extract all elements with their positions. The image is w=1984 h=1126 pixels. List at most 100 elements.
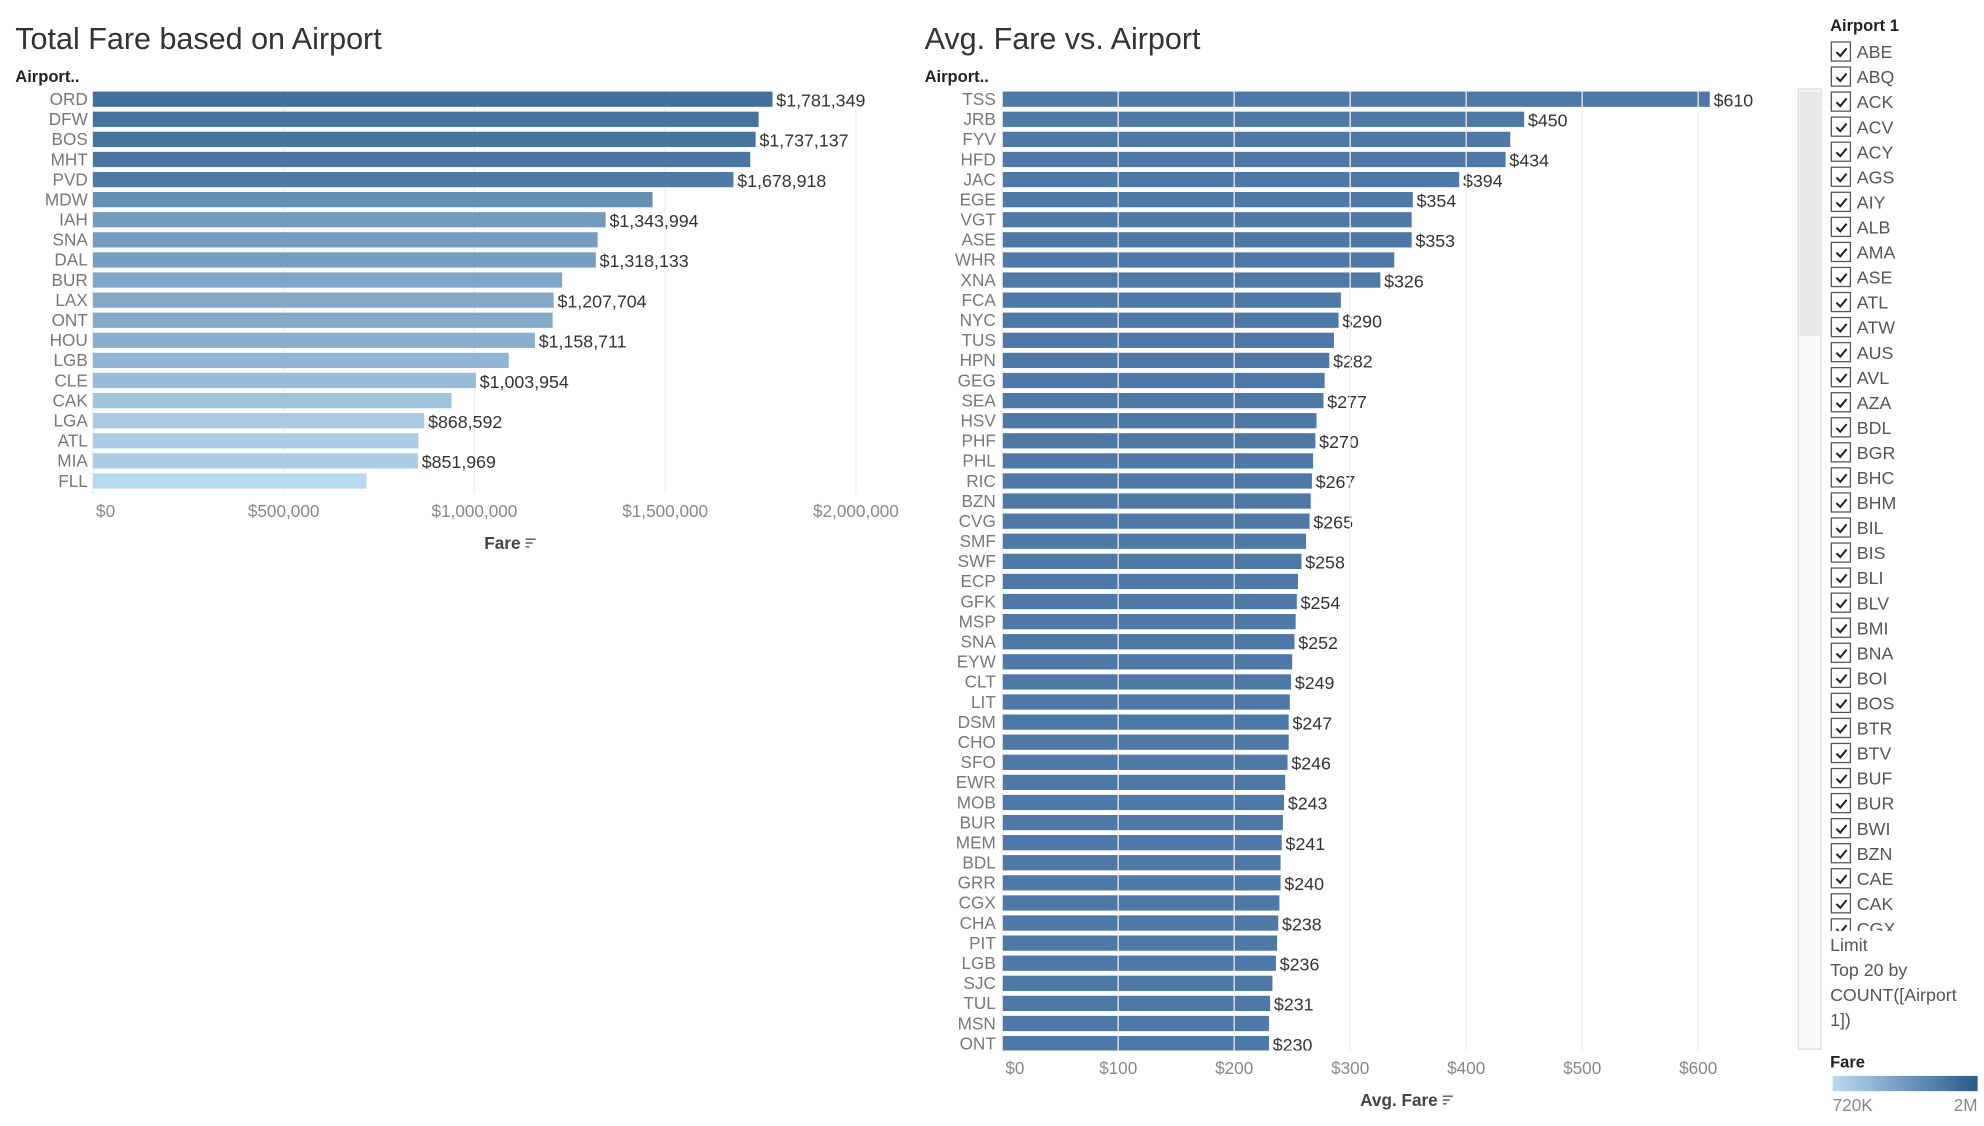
bar[interactable] — [1002, 372, 1325, 389]
filter-item[interactable]: BIS — [1857, 543, 1886, 563]
filter-item[interactable]: AIY — [1857, 192, 1886, 212]
filter-item[interactable]: ATL — [1857, 293, 1888, 313]
bar[interactable] — [92, 413, 425, 429]
filter-item[interactable]: ACK — [1857, 92, 1894, 112]
bar[interactable] — [1002, 252, 1395, 268]
checkbox[interactable] — [1830, 216, 1852, 238]
bar[interactable] — [1002, 413, 1317, 429]
filter-item[interactable]: BHM — [1857, 493, 1897, 513]
bar[interactable] — [1002, 734, 1289, 750]
filter-item[interactable]: BOI — [1857, 668, 1888, 688]
checkbox[interactable] — [1830, 116, 1852, 137]
bar[interactable] — [92, 292, 554, 308]
bar[interactable] — [1002, 171, 1460, 188]
bar[interactable] — [1002, 694, 1290, 710]
filter-item[interactable]: BIL — [1857, 518, 1884, 538]
bar[interactable] — [1002, 553, 1302, 569]
bar[interactable] — [1002, 352, 1330, 369]
bar[interactable] — [1002, 975, 1273, 991]
checkbox[interactable] — [1830, 442, 1852, 463]
checkbox[interactable] — [1830, 817, 1852, 839]
bar[interactable] — [92, 352, 509, 369]
bar[interactable] — [1002, 292, 1341, 308]
checkbox[interactable] — [1830, 767, 1852, 789]
bar[interactable] — [1002, 453, 1314, 469]
bar[interactable] — [1002, 573, 1298, 590]
checkmark[interactable] — [1835, 749, 1848, 759]
filter-item[interactable]: AMA — [1857, 243, 1896, 263]
checkmark[interactable] — [1835, 323, 1848, 334]
bar[interactable] — [92, 171, 734, 188]
filter-item[interactable]: BWI — [1857, 819, 1891, 839]
filter-item[interactable]: BLV — [1857, 593, 1889, 613]
bar[interactable] — [1002, 855, 1281, 871]
checkmark[interactable] — [1835, 548, 1848, 559]
filter-item[interactable]: CGX — [1857, 919, 1896, 939]
checkmark[interactable] — [1835, 498, 1848, 509]
bar[interactable] — [1002, 935, 1278, 951]
filter-item[interactable]: ATW — [1857, 318, 1895, 338]
bar[interactable] — [92, 91, 773, 107]
checkbox[interactable] — [1830, 742, 1852, 764]
bar[interactable] — [1002, 533, 1307, 549]
filter-item[interactable]: BGR — [1857, 443, 1896, 463]
checkbox[interactable] — [1830, 191, 1852, 212]
checkmark[interactable] — [1835, 648, 1848, 659]
bar[interactable] — [92, 312, 553, 328]
bar[interactable] — [1002, 192, 1413, 208]
filter-item[interactable]: ABQ — [1857, 67, 1895, 87]
filter-item[interactable]: BTR — [1857, 719, 1893, 739]
bar[interactable] — [1002, 272, 1381, 288]
checkbox[interactable] — [1830, 241, 1852, 263]
bar[interactable] — [1002, 1015, 1269, 1032]
checkmark[interactable] — [1835, 598, 1848, 609]
checkbox[interactable] — [1830, 291, 1852, 313]
bar[interactable] — [92, 252, 596, 268]
bar[interactable] — [1002, 714, 1289, 730]
filter-item[interactable]: AGS — [1857, 167, 1895, 187]
bar[interactable] — [1002, 955, 1276, 971]
checkmark[interactable] — [1835, 849, 1848, 860]
bar[interactable] — [92, 392, 452, 409]
bar[interactable] — [92, 151, 751, 168]
filter-item[interactable]: CAE — [1857, 869, 1894, 889]
checkmark[interactable] — [1835, 924, 1848, 933]
bar[interactable] — [1002, 674, 1292, 690]
checkmark[interactable] — [1835, 147, 1848, 158]
bar[interactable] — [1002, 613, 1296, 630]
bar[interactable] — [1002, 493, 1311, 509]
filter-item[interactable]: BZN — [1857, 844, 1893, 864]
checkmark[interactable] — [1835, 97, 1848, 108]
bar[interactable] — [92, 433, 419, 449]
bar[interactable] — [92, 192, 653, 208]
checkbox[interactable] — [1830, 467, 1852, 488]
scroll-thumb[interactable] — [1799, 91, 1820, 336]
checkmark[interactable] — [1835, 699, 1848, 709]
checkmark[interactable] — [1835, 273, 1848, 283]
checkmark[interactable] — [1835, 448, 1848, 459]
filter-item[interactable]: BMI — [1857, 618, 1889, 638]
bar[interactable] — [92, 453, 418, 469]
bar[interactable] — [92, 332, 535, 348]
checkmark[interactable] — [1835, 398, 1848, 409]
bar[interactable] — [1002, 151, 1506, 168]
checkbox[interactable] — [1830, 316, 1852, 338]
bar[interactable] — [92, 372, 476, 389]
checkmark[interactable] — [1835, 223, 1848, 233]
checkbox[interactable] — [1830, 792, 1852, 814]
checkbox[interactable] — [1830, 868, 1852, 889]
checkbox[interactable] — [1830, 617, 1852, 638]
checkmark[interactable] — [1835, 122, 1848, 133]
checkmark[interactable] — [1835, 824, 1848, 835]
checkmark[interactable] — [1835, 899, 1848, 910]
bar[interactable] — [1002, 312, 1339, 328]
bar[interactable] — [1002, 895, 1280, 911]
checkbox[interactable] — [1830, 843, 1852, 864]
checkmark[interactable] — [1835, 473, 1848, 484]
bar[interactable] — [1002, 91, 1710, 107]
filter-item[interactable]: ACV — [1857, 117, 1894, 137]
checkmark[interactable] — [1835, 373, 1848, 384]
bar[interactable] — [92, 111, 759, 127]
bar[interactable] — [1002, 473, 1312, 489]
bar[interactable] — [1002, 835, 1282, 851]
